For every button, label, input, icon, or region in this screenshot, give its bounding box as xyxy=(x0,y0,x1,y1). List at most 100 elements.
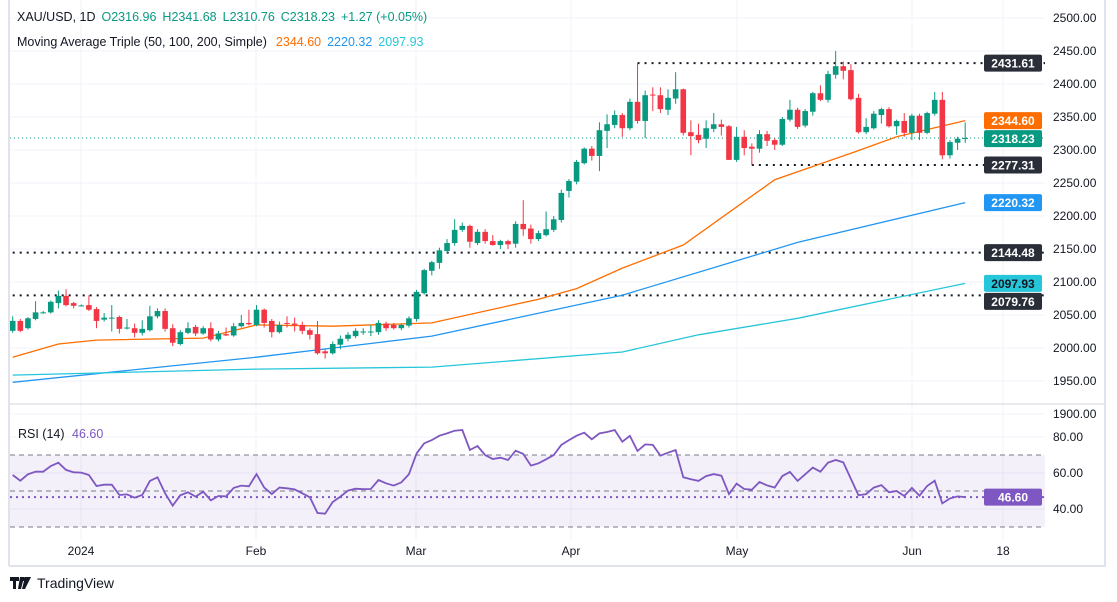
candle-body xyxy=(794,109,801,127)
candle-body xyxy=(436,250,443,263)
candle xyxy=(589,146,595,161)
ma-title[interactable]: Moving Average Triple (50, 100, 200, Sim… xyxy=(17,35,267,49)
candle-body xyxy=(863,126,869,133)
candle xyxy=(596,122,603,172)
candle xyxy=(360,328,367,335)
high-value: H2341.68 xyxy=(162,10,217,24)
candle-body xyxy=(124,327,130,329)
candle xyxy=(535,230,542,242)
candle xyxy=(436,247,443,269)
level-badge: 2431.61 xyxy=(991,57,1035,71)
candle xyxy=(185,322,191,335)
candle xyxy=(528,224,534,244)
candle xyxy=(284,316,290,328)
candle xyxy=(413,289,420,322)
candle xyxy=(695,123,702,144)
candle xyxy=(566,179,572,198)
candle-body xyxy=(649,94,656,96)
candle-body xyxy=(840,66,847,71)
candle xyxy=(726,124,732,160)
candle xyxy=(863,118,869,135)
candle xyxy=(268,318,275,338)
price-axis[interactable]: 2500.00 2450.00 2400.00 2350.00 2300.00 2250.… xyxy=(1053,11,1097,421)
candle-body xyxy=(360,331,367,333)
candle xyxy=(261,308,267,328)
symbol-legend: XAU/USD, 1D O2316.96 H2341.68 L2310.76 C2318… xyxy=(17,10,433,24)
candle xyxy=(558,189,565,223)
candle xyxy=(352,328,359,339)
candle-body xyxy=(489,241,496,246)
rsi-badge-bg xyxy=(984,488,1042,506)
candle xyxy=(848,64,854,101)
candle-body xyxy=(398,324,405,329)
candle-body xyxy=(223,334,229,336)
time-axis[interactable]: 2024 Feb Mar Apr May Jun 18 xyxy=(68,544,1010,558)
level-badge: 2079.76 xyxy=(991,295,1035,309)
candle-body xyxy=(657,95,664,110)
candle-body xyxy=(505,241,511,245)
rsi-levels xyxy=(10,454,1045,528)
candle-body xyxy=(642,95,648,121)
candle xyxy=(70,301,77,309)
candle xyxy=(749,143,755,166)
candle-body xyxy=(611,115,618,125)
time-tick-label: Mar xyxy=(406,544,427,558)
candle-body xyxy=(86,305,92,310)
candle-body xyxy=(749,146,755,149)
candle xyxy=(139,320,146,336)
candle-body xyxy=(246,322,252,325)
candle xyxy=(406,316,412,328)
candle-body xyxy=(421,270,427,294)
candle xyxy=(573,159,580,185)
candle-body xyxy=(665,97,671,110)
candle-body xyxy=(253,309,260,325)
candle xyxy=(634,62,641,124)
candle-body xyxy=(947,142,953,156)
candle-body xyxy=(215,333,222,340)
candle xyxy=(253,305,260,327)
candle-body xyxy=(444,243,450,251)
candle-body xyxy=(718,124,725,127)
candle xyxy=(482,229,488,244)
candle xyxy=(512,221,519,248)
rsi-title[interactable]: RSI (14) xyxy=(18,427,65,441)
candle xyxy=(169,324,176,347)
candle-body xyxy=(322,351,328,354)
candle-body xyxy=(70,303,77,306)
horizontal-levels xyxy=(10,62,1045,297)
candle-body xyxy=(276,324,283,333)
candle xyxy=(855,93,862,134)
candle-body xyxy=(55,295,62,304)
candle-body xyxy=(924,113,930,133)
time-tick-label: 2024 xyxy=(68,544,95,558)
candle xyxy=(223,327,229,337)
ma200-value: 2097.93 xyxy=(378,35,424,49)
candle-body xyxy=(512,223,519,244)
candle-body xyxy=(147,316,153,331)
level-badge-bg xyxy=(984,54,1042,72)
candle-body xyxy=(78,305,85,307)
candle xyxy=(733,126,740,162)
candle-body xyxy=(558,192,565,220)
candle xyxy=(893,119,900,135)
candle-body xyxy=(825,74,831,100)
candle-body xyxy=(63,295,69,306)
candle-body xyxy=(208,328,214,340)
rsi-badge: 46.60 xyxy=(998,491,1028,505)
candle-body xyxy=(25,318,31,329)
candle xyxy=(314,320,321,355)
candle-body xyxy=(429,262,435,271)
candle-body xyxy=(954,138,961,143)
candle-body xyxy=(482,231,488,242)
candle-body xyxy=(810,93,816,112)
candle-body xyxy=(474,231,481,244)
candle xyxy=(817,85,824,102)
candle-body xyxy=(93,309,100,321)
symbol-label[interactable]: XAU/USD, 1D xyxy=(17,10,96,24)
candle-body xyxy=(893,120,900,127)
rsi-axis[interactable]: 80.00 60.00 40.00 xyxy=(1053,430,1083,516)
tradingview-logo[interactable]: TradingView xyxy=(10,575,114,591)
candle xyxy=(78,304,85,307)
candle xyxy=(825,70,831,103)
